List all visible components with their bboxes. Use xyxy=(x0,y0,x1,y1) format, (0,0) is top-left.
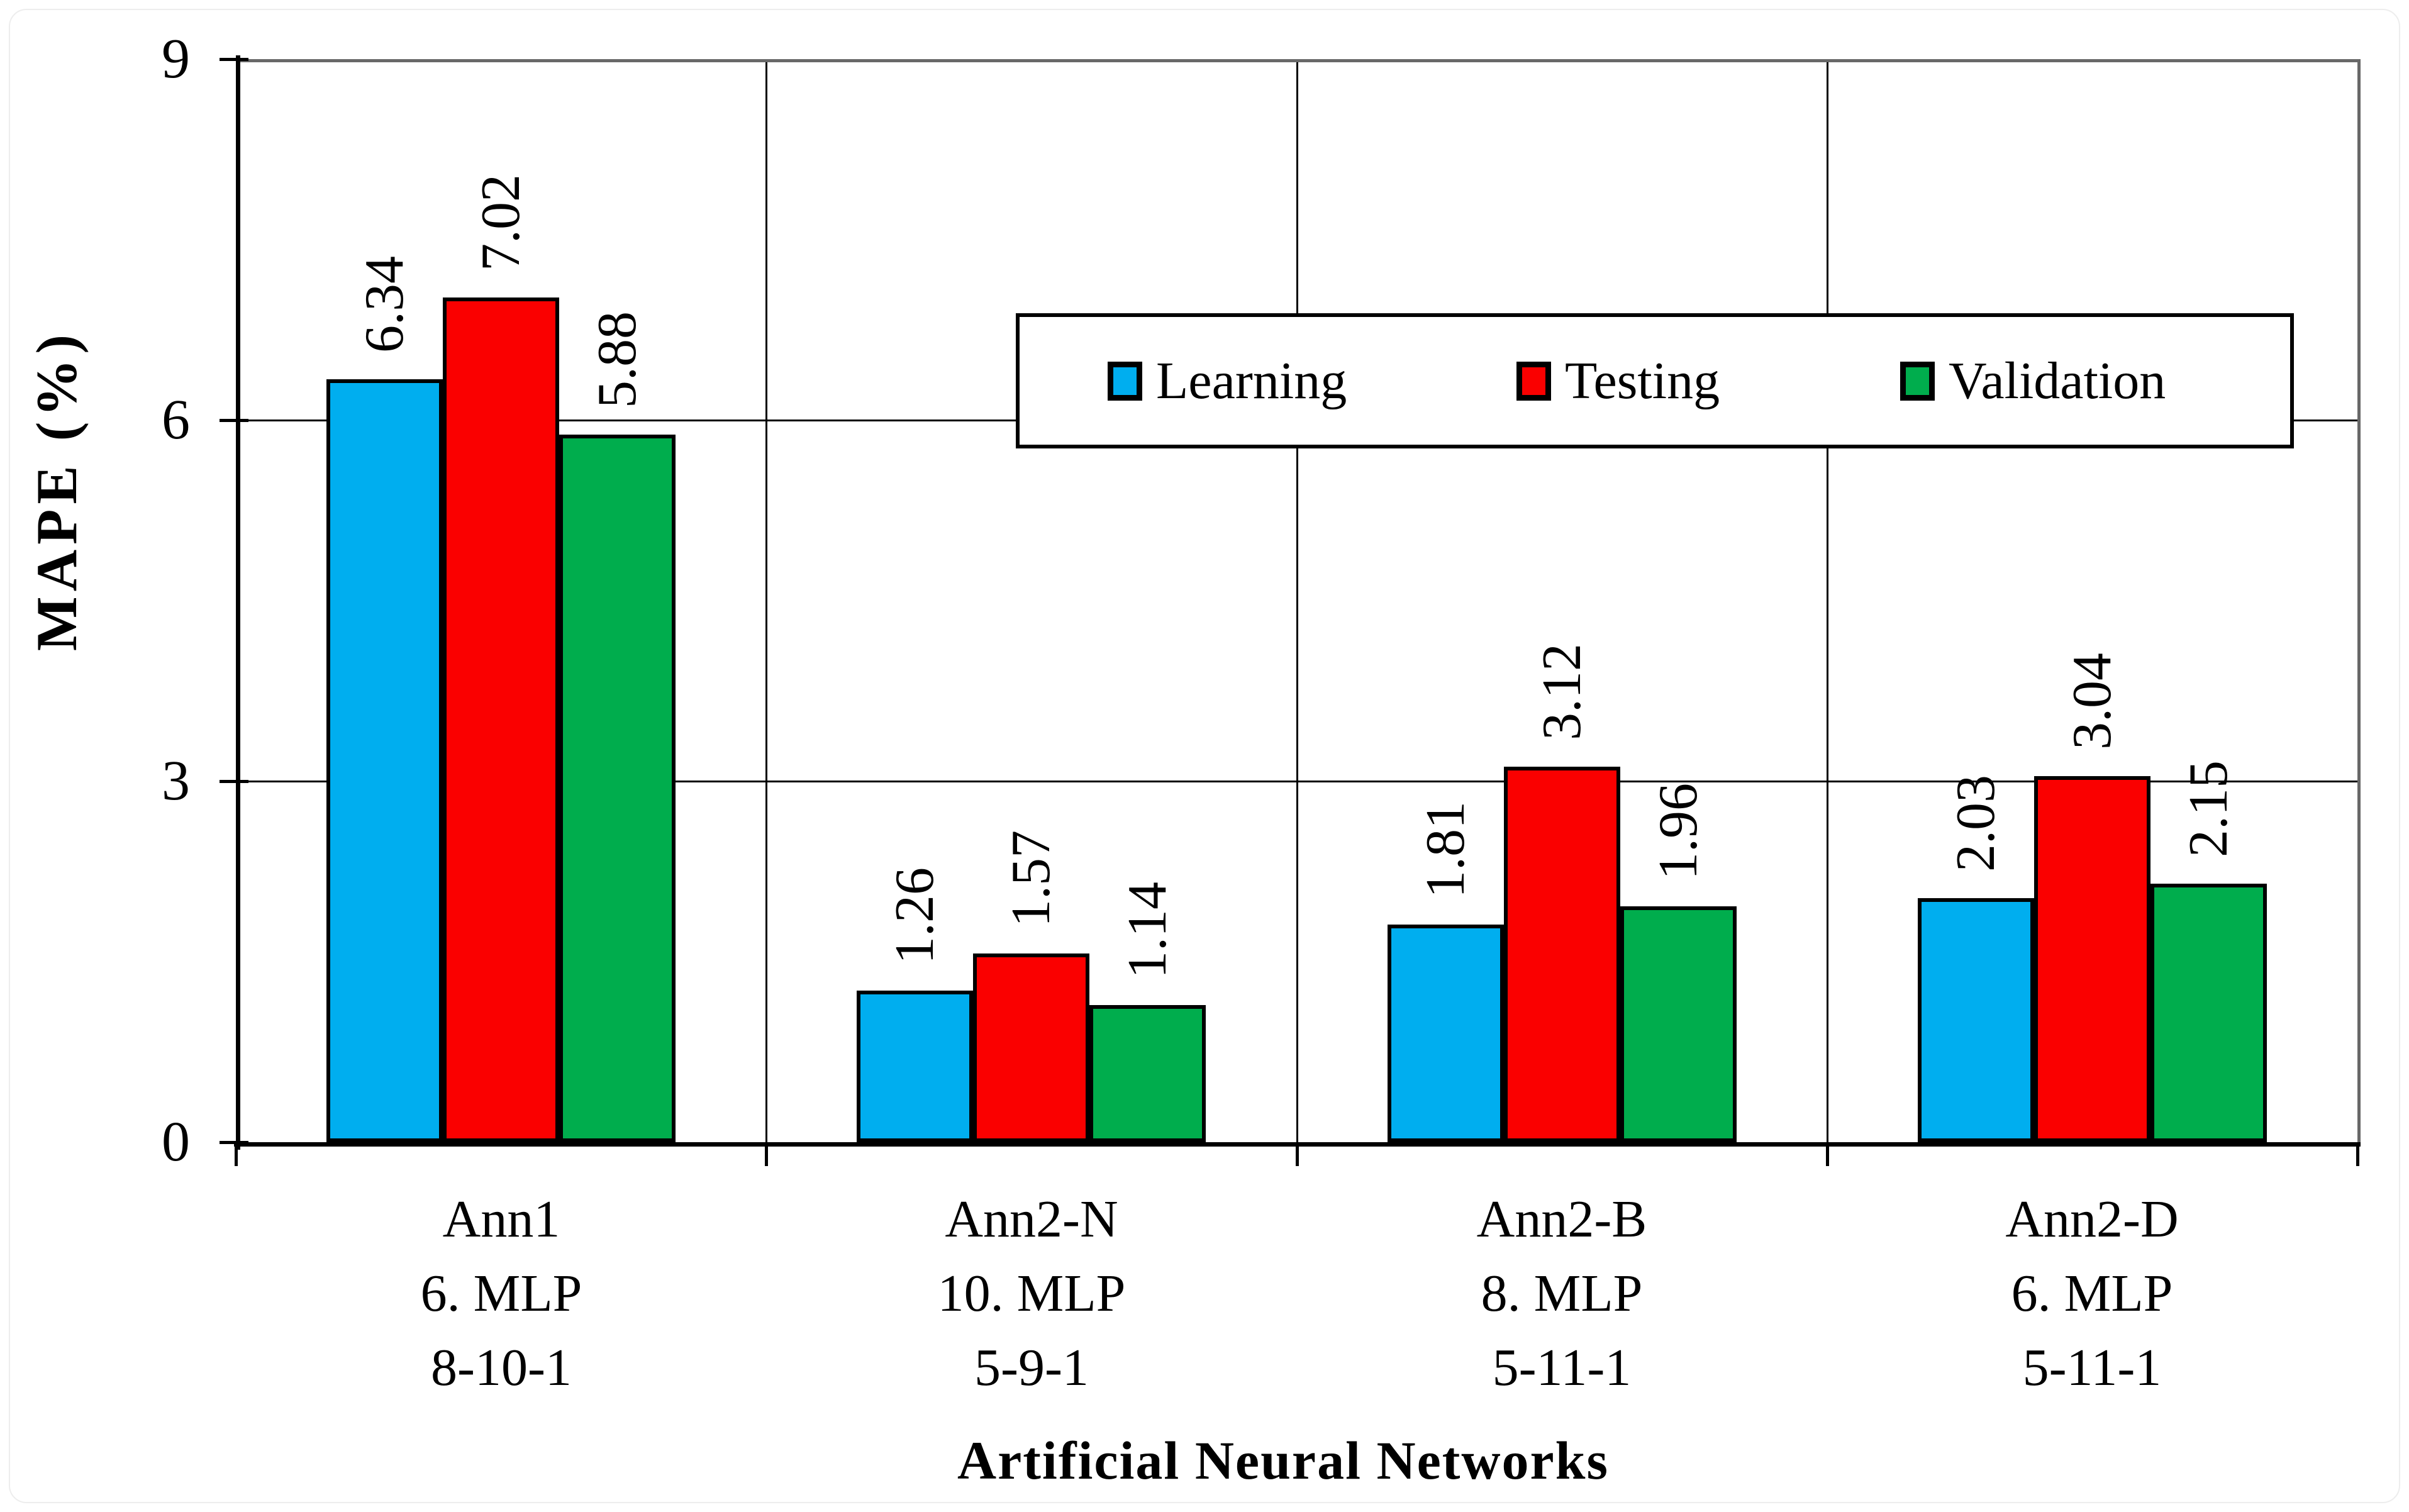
x-axis-title: Artificial Neural Networks xyxy=(957,1430,1609,1491)
bar-testing-ann2-n xyxy=(973,953,1089,1142)
bar-value-testing-ann2-d: 3.04 xyxy=(2062,653,2123,750)
x-tick-0 xyxy=(235,1142,238,1166)
category-label-ann2-n: Ann2-N 10. MLP 5-9-1 xyxy=(937,1190,1126,1397)
bar-value-validation-ann2-d: 2.15 xyxy=(2178,760,2239,857)
bar-testing-ann2-b xyxy=(1504,767,1620,1142)
bar-value-learning-ann2-b: 1.81 xyxy=(1415,801,1476,898)
legend-label-learning: Learning xyxy=(1156,351,1347,410)
y-tick-6 xyxy=(220,419,248,422)
v-gridline-3 xyxy=(1827,59,1828,1142)
bar-value-learning-ann1: 6.34 xyxy=(354,256,415,353)
legend-swatch-learning xyxy=(1108,361,1142,401)
legend-entry-learning: Learning xyxy=(1108,317,1347,445)
category-label-ann1: Ann1 6. MLP 8-10-1 xyxy=(420,1190,582,1397)
legend-entry-testing: Testing xyxy=(1516,317,1720,445)
y-axis-title: MAPE (%) xyxy=(19,189,94,792)
bar-value-validation-ann2-n: 1.14 xyxy=(1117,882,1178,979)
y-tick-label-0: 0 xyxy=(162,1111,190,1173)
y-axis-title-text: MAPE (%) xyxy=(25,330,89,652)
bar-learning-ann2-d xyxy=(1918,898,2034,1142)
bar-value-testing-ann1: 7.02 xyxy=(470,174,531,271)
bar-value-testing-ann2-b: 3.12 xyxy=(1532,643,1593,740)
bar-value-text: 1.96 xyxy=(1648,783,1709,880)
v-gridline-1 xyxy=(765,59,767,1142)
bar-value-text: 1.57 xyxy=(1001,830,1062,927)
y-axis-line xyxy=(236,55,240,1150)
bar-learning-ann2-b xyxy=(1388,925,1504,1142)
category-label-ann2-d: Ann2-D 6. MLP 5-11-1 xyxy=(2005,1190,2179,1397)
y-tick-label-9: 9 xyxy=(162,28,190,90)
bar-learning-ann2-n xyxy=(857,991,973,1142)
bar-value-text: 2.03 xyxy=(1945,775,2006,872)
bar-learning-ann1 xyxy=(326,379,443,1142)
bar-value-validation-ann1: 5.88 xyxy=(587,311,648,408)
bar-validation-ann1 xyxy=(559,435,676,1142)
legend-label-testing: Testing xyxy=(1565,351,1720,410)
x-tick-1 xyxy=(765,1142,768,1166)
bar-value-testing-ann2-n: 1.57 xyxy=(1001,830,1062,927)
legend-label-validation: Validation xyxy=(1949,351,2166,410)
bar-testing-ann2-d xyxy=(2034,776,2150,1142)
bar-value-text: 6.34 xyxy=(354,256,415,353)
bar-value-text: 1.14 xyxy=(1117,882,1178,979)
bar-value-text: 7.02 xyxy=(470,174,531,271)
bar-value-text: 3.12 xyxy=(1532,643,1593,740)
bar-value-learning-ann2-d: 2.03 xyxy=(1945,775,2006,872)
bar-value-text: 2.15 xyxy=(2178,760,2239,857)
x-tick-3 xyxy=(1826,1142,1829,1166)
y-tick-9 xyxy=(220,58,248,61)
bar-value-text: 5.88 xyxy=(587,311,648,408)
legend: Learning Testing Validation xyxy=(1016,313,2294,448)
y-tick-label-6: 6 xyxy=(162,389,190,451)
y-tick-0 xyxy=(220,1141,248,1144)
bar-value-text: 1.26 xyxy=(884,867,945,964)
x-tick-4 xyxy=(2356,1142,2359,1166)
legend-swatch-validation xyxy=(1900,361,1935,401)
plot-area: 6.34 1.26 1.81 2.03 7.02 1.57 3.12 3.04 5.88 1.14… xyxy=(236,59,2357,1142)
plot-frame-top xyxy=(236,59,2361,62)
bar-value-text: 1.81 xyxy=(1415,801,1476,898)
bar-validation-ann2-d xyxy=(2150,884,2267,1142)
legend-entry-validation: Validation xyxy=(1900,317,2166,445)
y-tick-label-3: 3 xyxy=(162,750,190,812)
bar-validation-ann2-b xyxy=(1620,906,1737,1142)
bar-value-text: 3.04 xyxy=(2062,653,2123,750)
v-gridline-2 xyxy=(1296,59,1298,1142)
x-tick-2 xyxy=(1296,1142,1299,1166)
bar-value-validation-ann2-b: 1.96 xyxy=(1648,783,1709,880)
bar-value-learning-ann2-n: 1.26 xyxy=(884,867,945,964)
bar-validation-ann2-n xyxy=(1089,1005,1206,1142)
plot-frame-right xyxy=(2357,59,2361,1144)
category-label-ann2-b: Ann2-B 8. MLP 5-11-1 xyxy=(1476,1190,1647,1397)
y-tick-3 xyxy=(220,780,248,783)
legend-swatch-testing xyxy=(1516,361,1551,401)
bar-testing-ann1 xyxy=(443,297,559,1142)
